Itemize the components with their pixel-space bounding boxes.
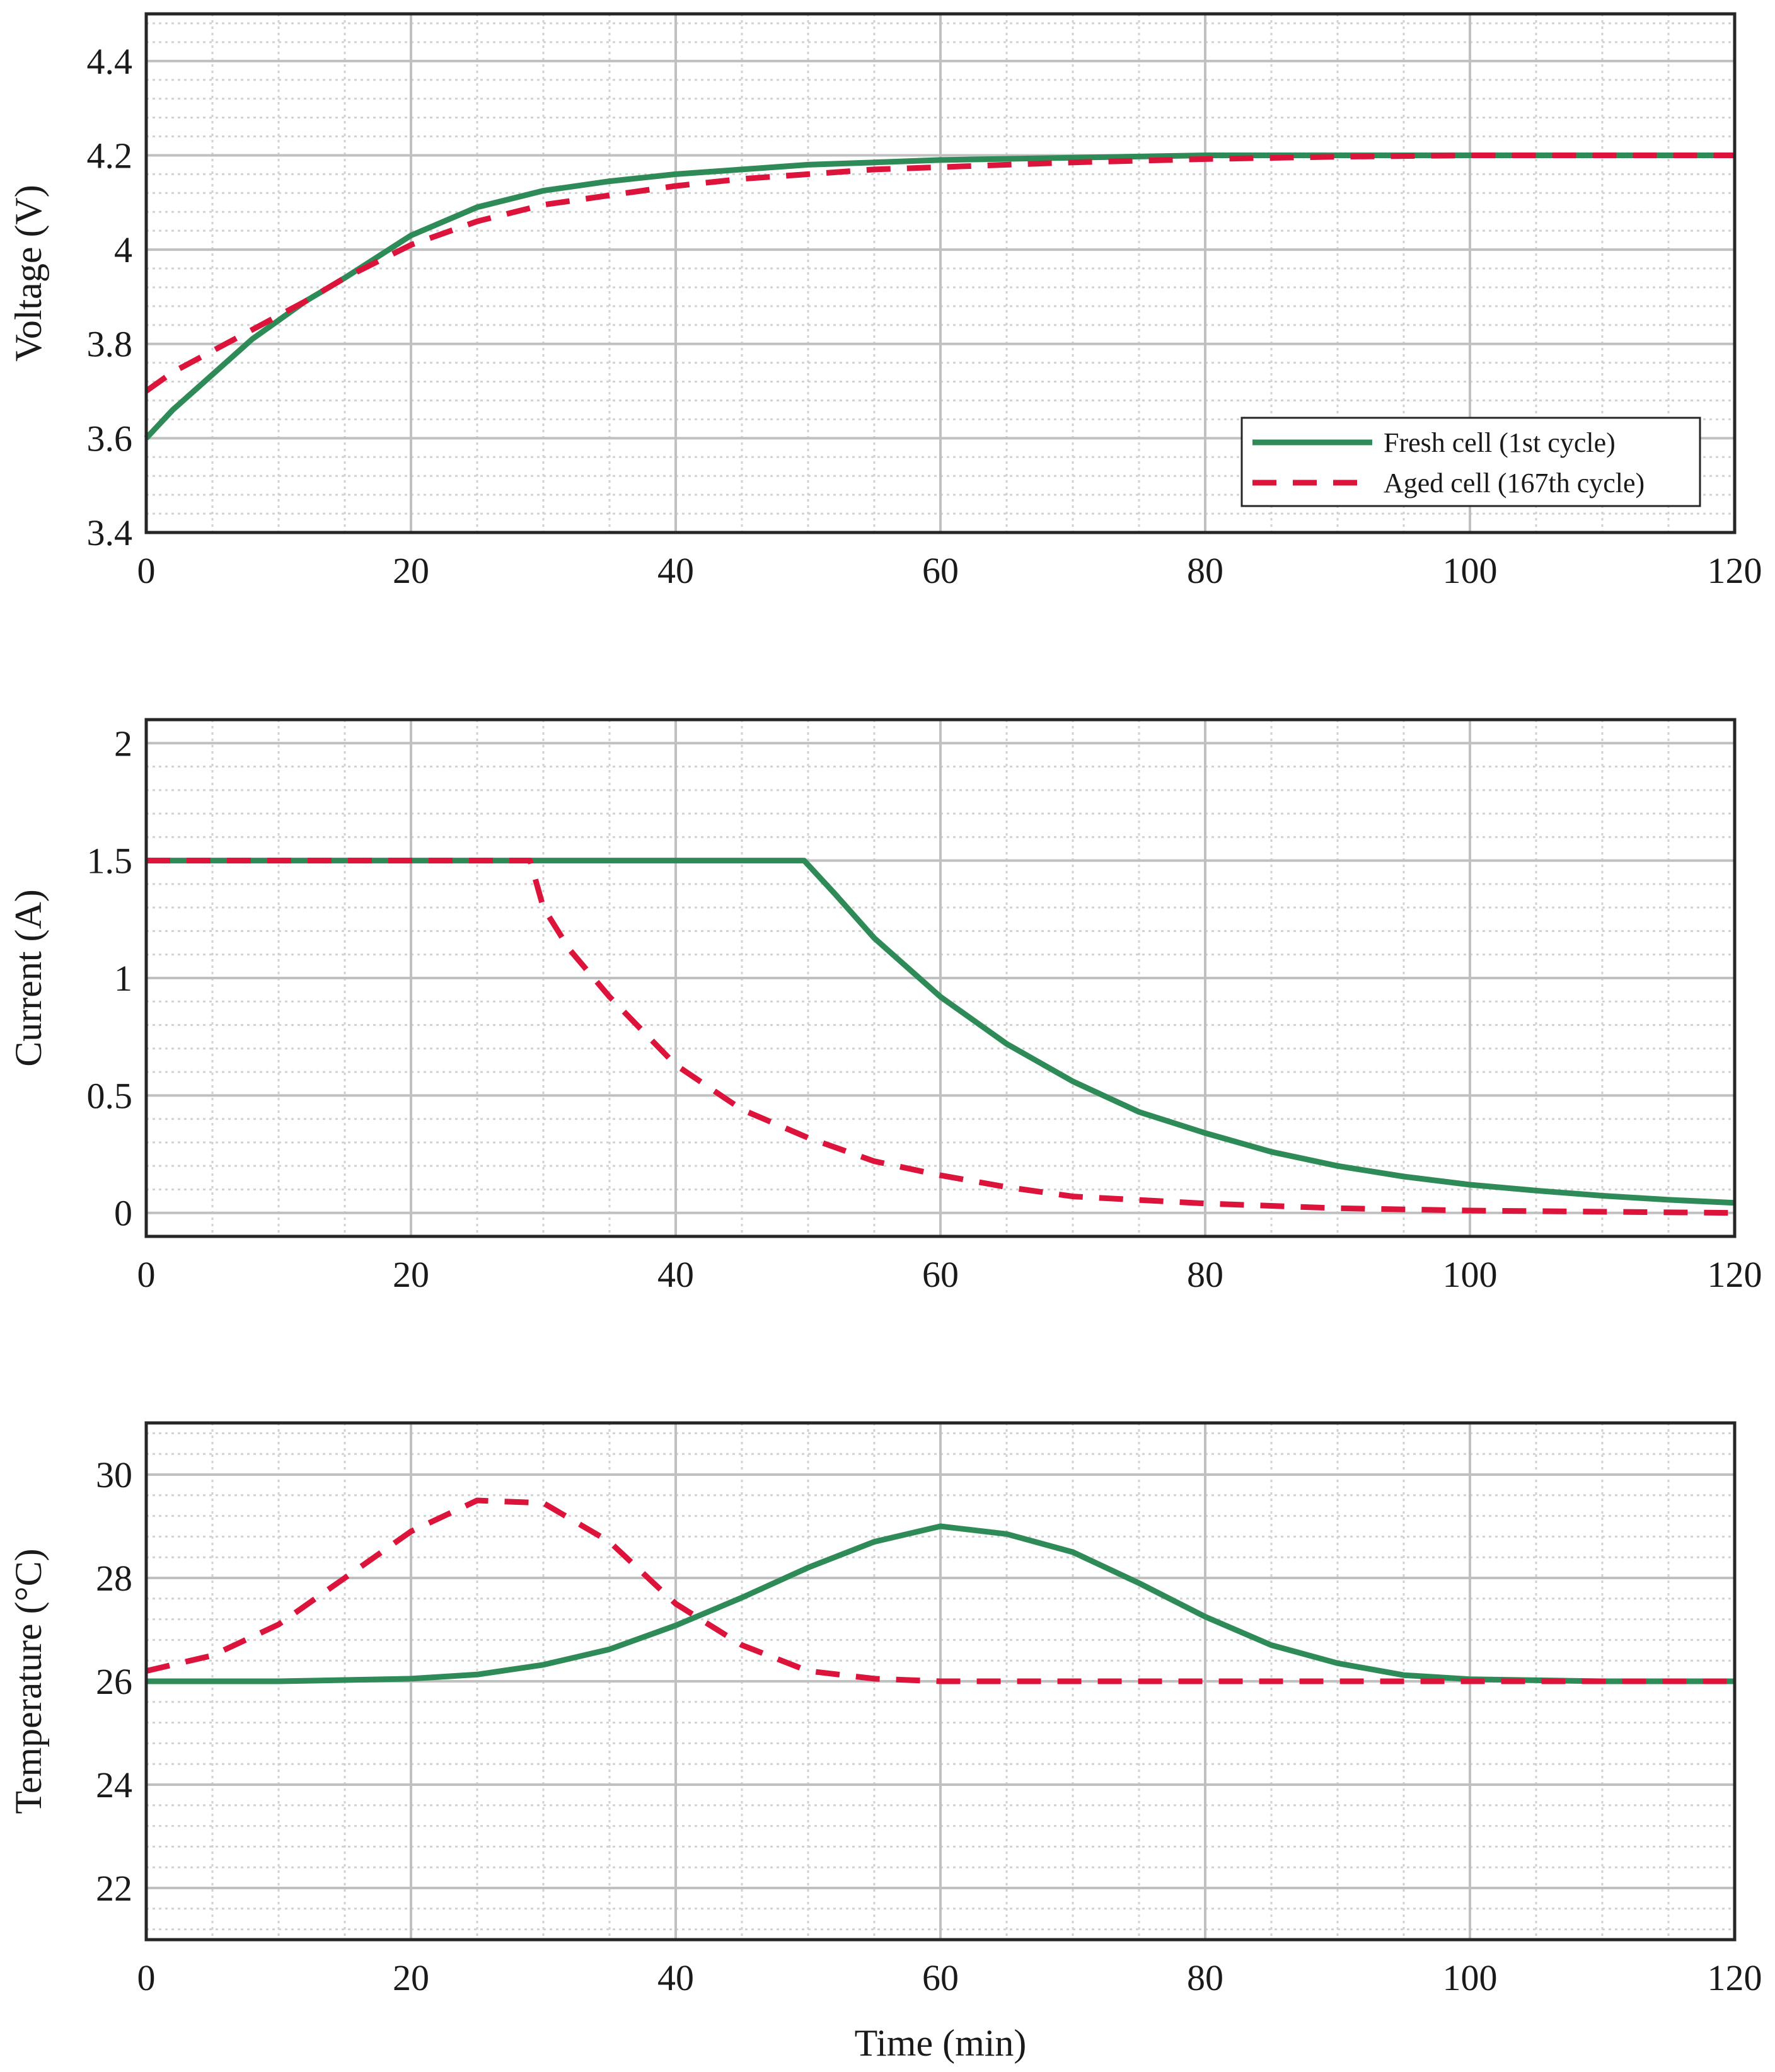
x-tick-label: 100 [1443, 1254, 1498, 1295]
y-tick-label: 22 [96, 1868, 132, 1909]
y-axis-label: Voltage (V) [8, 185, 49, 362]
x-axis-label: Time (min) [855, 2022, 1027, 2064]
y-tick-label: 1 [114, 958, 132, 999]
series-line-aged-cell [145, 1497, 1735, 1684]
y-tick-label: 3.4 [87, 512, 133, 553]
x-tick-label: 60 [922, 1957, 959, 1998]
series-line-fresh-cell [144, 153, 1735, 440]
x-tick-label: 120 [1708, 1957, 1762, 1998]
y-tick-label: 4.4 [87, 41, 133, 82]
x-tick-label: 20 [393, 1957, 429, 1998]
series-line-aged-cell [146, 858, 1735, 1216]
series-line-fresh-cell [146, 858, 1735, 1206]
series-line-aged-cell [144, 153, 1735, 394]
series-line-fresh-cell [146, 1523, 1735, 1684]
x-tick-label: 120 [1708, 550, 1762, 591]
y-tick-label: 0 [114, 1193, 132, 1234]
x-tick-label: 40 [657, 1254, 694, 1295]
x-tick-label: 60 [922, 550, 959, 591]
axes-frame [144, 12, 1737, 534]
panel-temperature: 0 20 40 60 80 100 120 22 24 26 28 30 Temperature (°C… [8, 1421, 1762, 2064]
y-tick-label: 28 [96, 1558, 132, 1599]
y-tick-label: 4.2 [87, 135, 133, 176]
x-tick-label: 40 [657, 550, 694, 591]
y-tick-label: 1.5 [87, 841, 133, 882]
legend-label-fresh: Fresh cell (1st cycle) [1384, 427, 1616, 458]
x-tick-label: 0 [137, 550, 156, 591]
y-axis-label: Temperature (°C) [8, 1548, 49, 1814]
x-tick-label: 60 [922, 1254, 959, 1295]
y-tick-label: 24 [96, 1764, 132, 1805]
y-tick-label: 26 [96, 1661, 132, 1702]
x-tick-label: 20 [393, 1254, 429, 1295]
y-axis-label: Current (A) [8, 889, 49, 1067]
x-tick-label: 100 [1443, 1957, 1498, 1998]
legend-label-aged: Aged cell (167th cycle) [1384, 468, 1645, 498]
y-tick-label: 0.5 [87, 1075, 133, 1116]
panel-current: 0 20 40 60 80 100 120 0 0.5 1 1.5 2 Current (A) [8, 718, 1762, 1295]
x-tick-label: 40 [657, 1957, 694, 1998]
x-tick-label: 80 [1187, 1254, 1223, 1295]
legend: Fresh cell (1st cycle) Aged cell (167th … [1240, 417, 1701, 507]
x-tick-label: 80 [1187, 550, 1223, 591]
legend-box [1240, 417, 1701, 507]
x-tick-label: 0 [137, 1957, 156, 1998]
y-tick-label: 2 [114, 723, 132, 764]
x-tick-label: 100 [1443, 550, 1498, 591]
x-tick-label: 0 [137, 1254, 156, 1295]
y-tick-label: 4 [114, 229, 132, 270]
x-tick-label: 80 [1187, 1957, 1223, 1998]
panel-voltage: 0 20 40 60 80 100 120 3.4 3.6 3.8 4 4.2 4.4 Voltage (… [8, 12, 1762, 591]
x-tick-label: 20 [393, 550, 429, 591]
axes-frame [144, 1421, 1737, 1942]
y-tick-label: 3.8 [87, 324, 133, 365]
axes-frame [144, 718, 1737, 1238]
y-tick-label: 30 [96, 1454, 132, 1495]
x-tick-label: 120 [1708, 1254, 1762, 1295]
y-tick-label: 3.6 [87, 418, 133, 459]
